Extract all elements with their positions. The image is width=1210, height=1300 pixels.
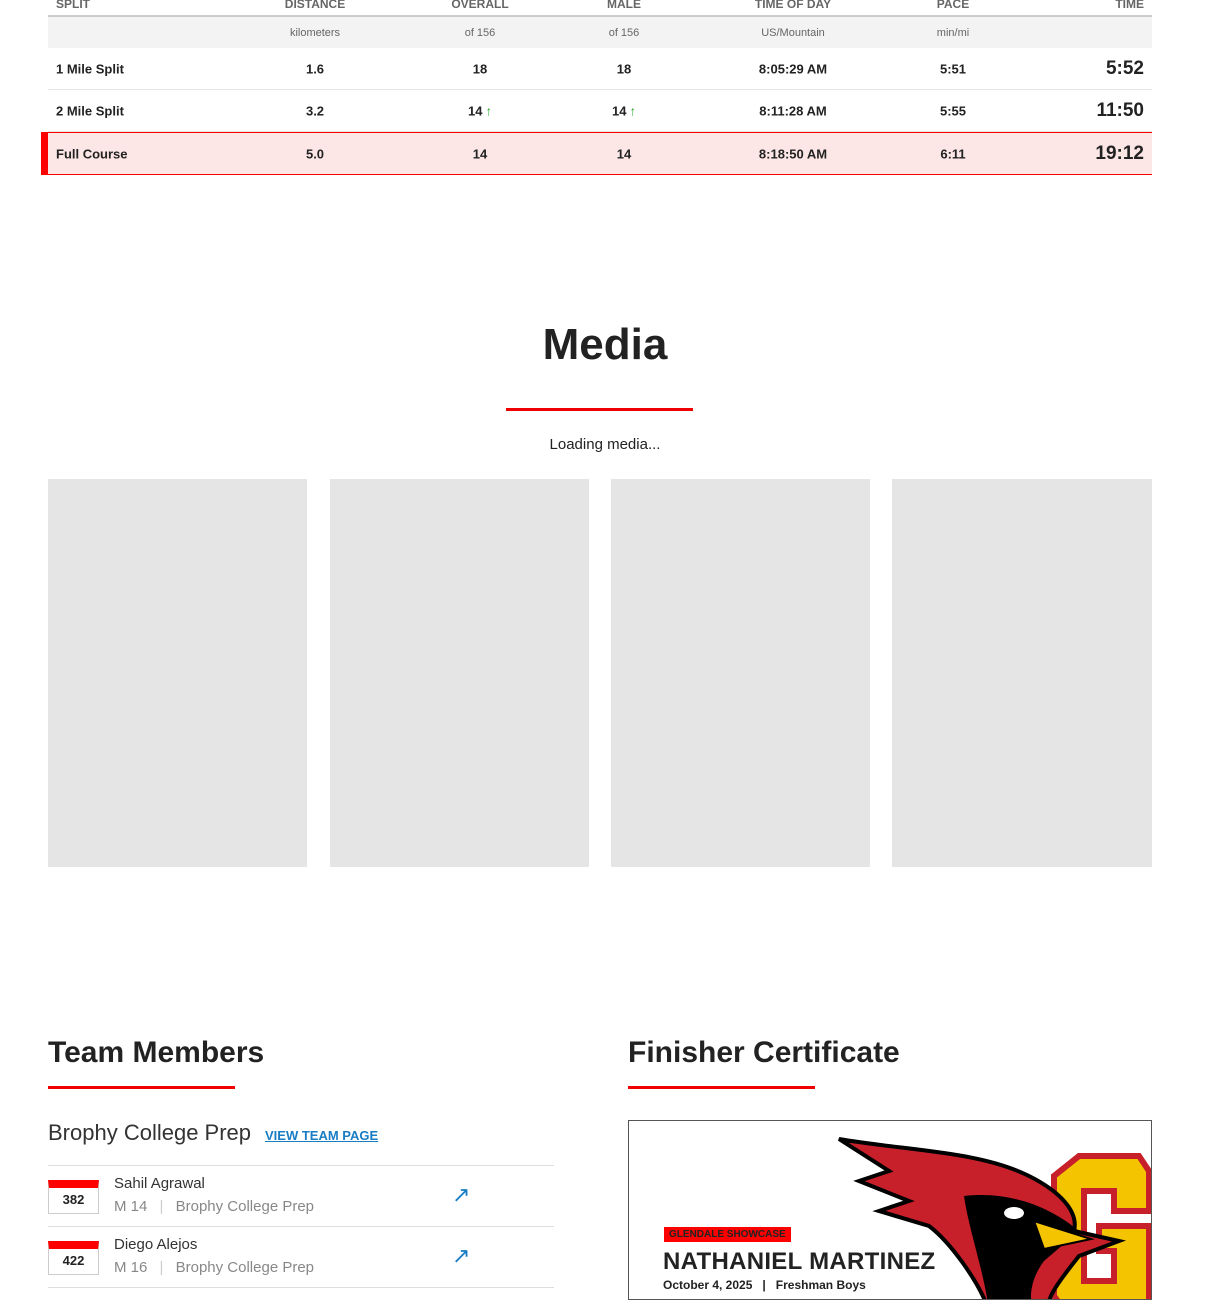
cell-value: 11:50 [1096, 99, 1144, 121]
finisher-certificate[interactable]: GLENDALE SHOWCASE NATHANIEL MARTINEZ Oct… [628, 1120, 1152, 1300]
unit-male: of 156 [608, 26, 640, 39]
cell-value: 3.2 [305, 103, 325, 118]
member-gender-age: M 16 [114, 1259, 148, 1276]
certificate-date-division: October 4, 2025 | Freshman Boys [663, 1278, 866, 1292]
cell-value: Full Course [56, 146, 128, 161]
col-time-of-day: TIME OF DAY [754, 0, 832, 11]
team-member-row[interactable]: 422 Diego Alejos M 16 | Brophy College P… [48, 1226, 554, 1287]
certificate-date: October 4, 2025 [663, 1278, 753, 1292]
cell-value: 6:11 [940, 146, 966, 161]
cell-time: 19:12 [1095, 143, 1144, 165]
col-overall: OVERALL [451, 0, 509, 11]
team-member-row[interactable]: 382 Sahil Agrawal M 14 | Brophy College … [48, 1165, 554, 1226]
cell-value: 2 Mile Split [56, 103, 124, 118]
cell-time-of-day: 8:05:29 AM [759, 61, 827, 76]
cell-time-of-day: 8:11:28 AM [759, 103, 826, 118]
col-pace: PACE [936, 0, 970, 11]
cell-value: 5.0 [305, 146, 325, 161]
bib-number: 422 [48, 1241, 99, 1275]
col-split: SPLIT [56, 0, 91, 11]
loading-media: Loading media... [549, 436, 661, 453]
table-subheader: kilometers of 156 of 156 US/Mountain min… [48, 17, 1152, 48]
cell-time: 11:50 [1096, 100, 1144, 122]
col-time: TIME [1115, 0, 1144, 11]
cell-time-of-day: 8:18:50 AM [759, 146, 827, 161]
cell-value: 14 [612, 103, 627, 118]
cell-male: 14 [617, 146, 631, 161]
media-placeholder [611, 479, 870, 867]
team-members-title: Team Members [48, 1036, 265, 1069]
certificate-underline [628, 1086, 815, 1089]
cell-split: 1 Mile Split [56, 61, 124, 76]
team-name: Brophy College Prep [48, 1120, 252, 1145]
event-tag: GLENDALE SHOWCASE [664, 1227, 791, 1242]
unit-overall: of 156 [464, 26, 496, 39]
cell-value: 18 [472, 61, 488, 76]
unit-distance: kilometers [289, 26, 341, 39]
cell-value: 14 [616, 146, 632, 161]
bib-number: 382 [48, 1180, 99, 1214]
cell-overall: 14 [473, 146, 487, 161]
athlete-name: NATHANIEL MARTINEZ [663, 1248, 936, 1275]
media-title: Media [542, 320, 668, 369]
cell-split: 2 Mile Split [56, 103, 124, 118]
cell-value: 1 Mile Split [56, 61, 124, 76]
cell-value: 18 [616, 61, 632, 76]
cell-overall: 14 ↑ [468, 103, 492, 118]
rank-up-icon: ↑ [485, 103, 492, 118]
cell-value: 5:51 [939, 61, 967, 76]
finisher-certificate-title: Finisher Certificate [628, 1036, 900, 1069]
member-info: M 16 | Brophy College Prep [114, 1259, 315, 1276]
cell-value: 19:12 [1095, 142, 1144, 164]
media-placeholder [892, 479, 1152, 867]
table-header: SPLIT DISTANCE OVERALL MALE TIME OF DAY … [48, 0, 1152, 17]
cell-distance: 5.0 [306, 146, 324, 161]
open-arrow-icon[interactable]: ↗ [452, 1243, 471, 1268]
cell-time: 5:52 [1106, 58, 1144, 80]
cell-value: 5:52 [1105, 57, 1144, 79]
table-row-highlighted: Full Course 5.0 14 14 8:18:50 AM 6:11 19:12 [41, 132, 1152, 175]
col-male: MALE [607, 0, 641, 11]
cell-value: 8:18:50 AM [758, 146, 828, 161]
media-placeholder [330, 479, 589, 867]
table-row: 2 Mile Split 3.2 14 ↑ 14 ↑ 8:11:28 AM 5:55 11:50 [48, 90, 1152, 132]
member-team: Brophy College Prep [175, 1198, 315, 1215]
cell-value: 8:05:29 AM [758, 61, 828, 76]
member-info: M 14 | Brophy College Prep [114, 1198, 315, 1215]
member-gender-age: M 14 [114, 1198, 148, 1215]
cardinal-logo [837, 1137, 1151, 1299]
member-name[interactable]: Sahil Agrawal [114, 1175, 205, 1192]
cell-male: 14 ↑ [612, 103, 636, 118]
cell-overall: 18 [473, 61, 487, 76]
cell-split: Full Course [56, 146, 128, 161]
member-name[interactable]: Diego Alejos [114, 1236, 198, 1253]
cell-distance: 3.2 [306, 103, 324, 118]
col-distance: DISTANCE [284, 0, 346, 11]
media-placeholder [48, 479, 307, 867]
cell-value: 1.6 [305, 61, 325, 76]
cell-pace: 5:51 [940, 61, 966, 76]
cell-value: 5:55 [939, 103, 967, 118]
table-row: 1 Mile Split 1.6 18 18 8:05:29 AM 5:51 5:52 [48, 48, 1152, 90]
cell-value: 14 [472, 146, 488, 161]
unit-timezone: US/Mountain [761, 26, 825, 39]
open-arrow-icon[interactable]: ↗ [452, 1182, 471, 1207]
team-underline [48, 1086, 235, 1089]
certificate-division: Freshman Boys [775, 1278, 866, 1292]
cell-value: 14 [468, 103, 483, 118]
cell-male: 18 [617, 61, 631, 76]
view-team-page-link[interactable]: VIEW TEAM PAGE [265, 1128, 379, 1143]
cell-pace: 6:11 [940, 146, 965, 161]
cell-pace: 5:55 [940, 103, 966, 118]
unit-pace: min/mi [936, 26, 970, 39]
cell-value: 8:11:28 AM [759, 103, 827, 118]
rank-up-icon: ↑ [629, 103, 636, 118]
cell-distance: 1.6 [306, 61, 324, 76]
member-team: Brophy College Prep [175, 1259, 315, 1276]
media-underline [506, 408, 693, 411]
splits-table: SPLIT DISTANCE OVERALL MALE TIME OF DAY … [41, 0, 1152, 175]
